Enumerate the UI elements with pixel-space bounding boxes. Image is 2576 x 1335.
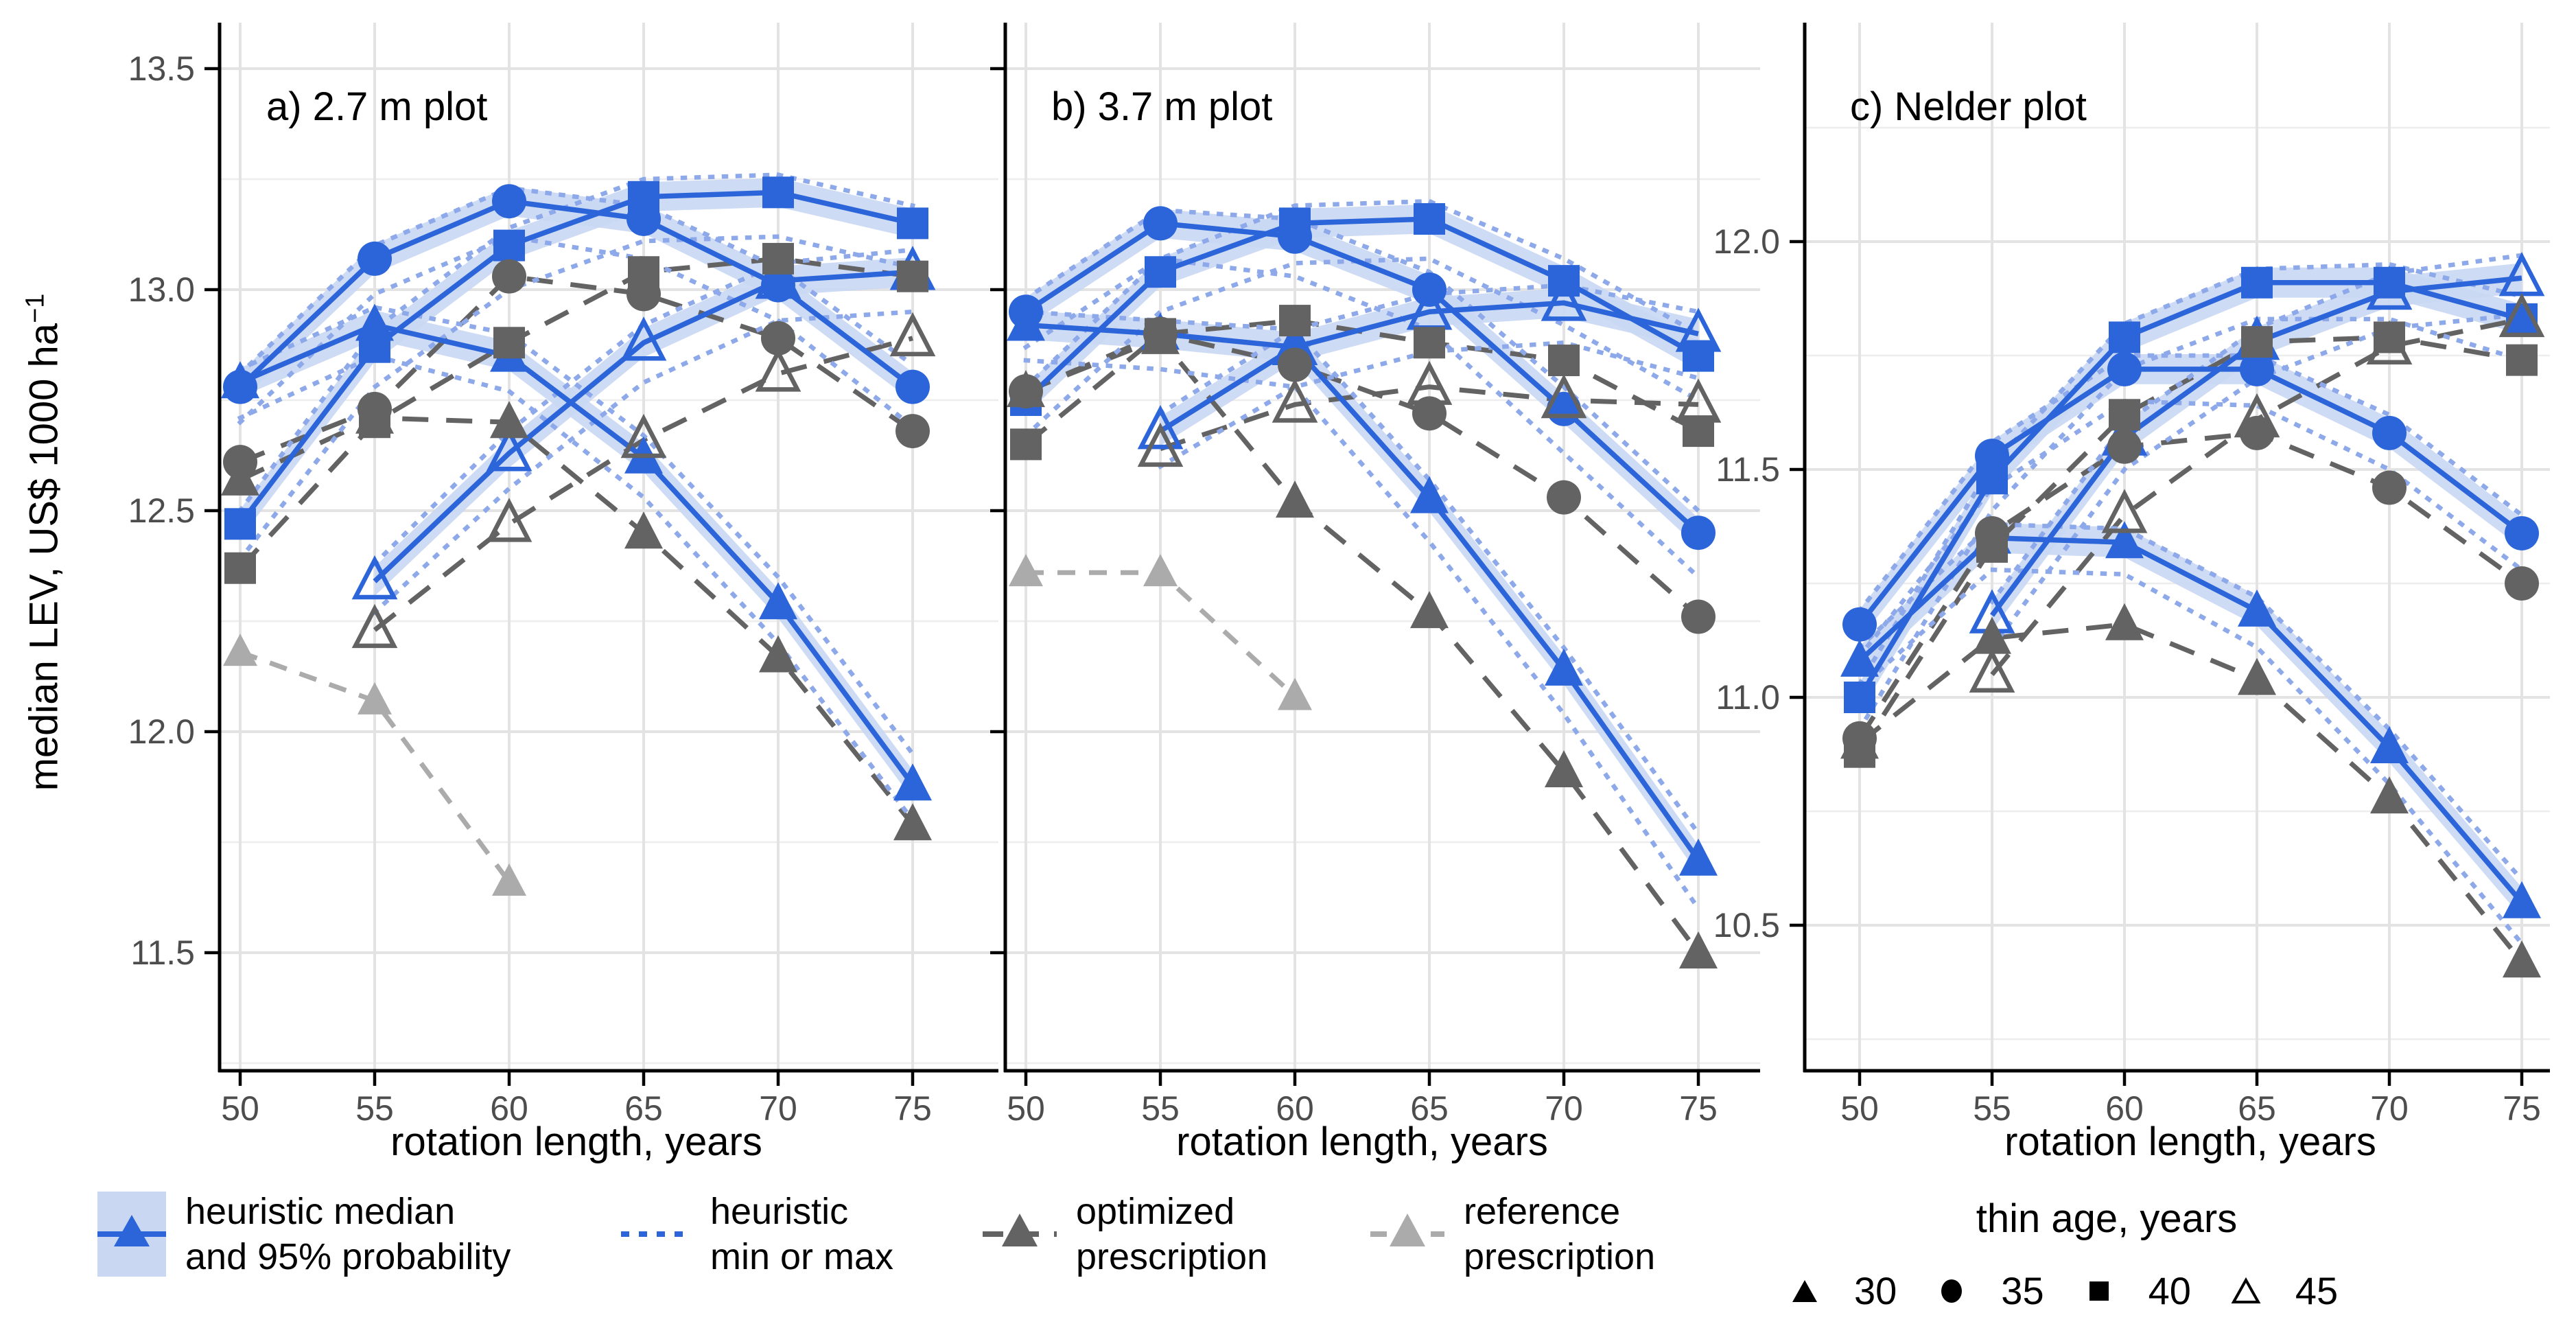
triangle-filled-icon [1792, 1279, 1817, 1302]
optimized-dashed-key-icon [983, 1214, 1057, 1246]
reference-dashed-key-icon [1370, 1214, 1444, 1246]
svg-text:55: 55 [1141, 1089, 1180, 1128]
svg-text:11.0: 11.0 [1716, 678, 1780, 717]
thin-age-label-35: 35 [2001, 1269, 2044, 1312]
svg-text:13.0: 13.0 [128, 270, 195, 309]
svg-text:11.5: 11.5 [130, 933, 195, 972]
legend-item-optimized: optimized prescription [981, 1189, 1267, 1279]
svg-text:50: 50 [1840, 1089, 1879, 1128]
svg-text:70: 70 [1545, 1089, 1583, 1128]
legend-item-heuristic-median: heuristic median and 95% probability [96, 1189, 511, 1279]
triangle-open-icon [2231, 1277, 2261, 1303]
svg-text:75: 75 [1679, 1089, 1718, 1128]
svg-text:10.5: 10.5 [1713, 906, 1780, 944]
svg-text:50: 50 [1007, 1089, 1045, 1128]
svg-text:70: 70 [759, 1089, 797, 1128]
heuristic-median-ribbon-key-icon [97, 1192, 166, 1277]
svg-text:55: 55 [1973, 1089, 2011, 1128]
panel-b-title: b) 3.7 m plot [1051, 84, 1273, 129]
svg-text:11.5: 11.5 [1716, 450, 1780, 489]
y-axis-title: median LEV, US$ 1000 ha−1 [21, 294, 67, 791]
y-axis-title-text: median LEV, US$ 1000 ha [21, 323, 67, 791]
thin-age-label-30: 30 [1854, 1269, 1897, 1312]
svg-text:50: 50 [221, 1089, 259, 1128]
legend-item-heuristic-minmax: heuristic min or max [621, 1189, 893, 1279]
square-filled-icon [2089, 1281, 2109, 1301]
legend-label-optimized: optimized prescription [1076, 1191, 1268, 1277]
panel-a-title: a) 2.7 m plot [266, 84, 488, 129]
thin-age-item-45: 45 [2231, 1268, 2338, 1313]
legend-label-heuristic-minmax: heuristic min or max [710, 1191, 894, 1277]
thin-age-legend-title: thin age, years [1976, 1196, 2238, 1241]
thin-age-item-35: 35 [1936, 1268, 2044, 1313]
svg-text:12.5: 12.5 [128, 491, 195, 530]
svg-text:12.0: 12.0 [128, 712, 195, 751]
thin-age-label-45: 45 [2295, 1269, 2339, 1312]
thin-age-label-40: 40 [2148, 1269, 2191, 1312]
legend-label-reference: reference prescription [1464, 1191, 1656, 1277]
svg-text:60: 60 [1276, 1089, 1314, 1128]
svg-text:65: 65 [2238, 1089, 2276, 1128]
svg-text:12.0: 12.0 [1713, 222, 1780, 261]
panel-c-title: c) Nelder plot [1850, 84, 2087, 129]
legend-item-reference: reference prescription [1369, 1189, 1655, 1279]
circle-filled-icon [1941, 1279, 1963, 1303]
svg-text:75: 75 [2503, 1089, 2541, 1128]
svg-text:65: 65 [1410, 1089, 1449, 1128]
svg-text:55: 55 [355, 1089, 394, 1128]
x-axis-title-a: rotation length, years [390, 1119, 762, 1164]
heuristic-minmax-dotted-key-icon [621, 1231, 692, 1237]
svg-text:13.5: 13.5 [128, 49, 195, 88]
svg-text:75: 75 [893, 1089, 932, 1128]
svg-text:70: 70 [2370, 1089, 2409, 1128]
x-axis-title-c: rotation length, years [2004, 1119, 2376, 1164]
thin-age-item-40: 40 [2084, 1268, 2191, 1313]
thin-age-legend-row: 30 35 40 45 [1790, 1268, 2338, 1313]
legend-label-heuristic-median: heuristic median and 95% probability [185, 1191, 511, 1277]
y-axis-title-superscript: −1 [21, 293, 50, 323]
svg-text:60: 60 [490, 1089, 528, 1128]
x-axis-title-b: rotation length, years [1176, 1119, 1548, 1164]
svg-text:65: 65 [624, 1089, 663, 1128]
thin-age-item-30: 30 [1790, 1268, 1897, 1313]
svg-text:60: 60 [2105, 1089, 2144, 1128]
